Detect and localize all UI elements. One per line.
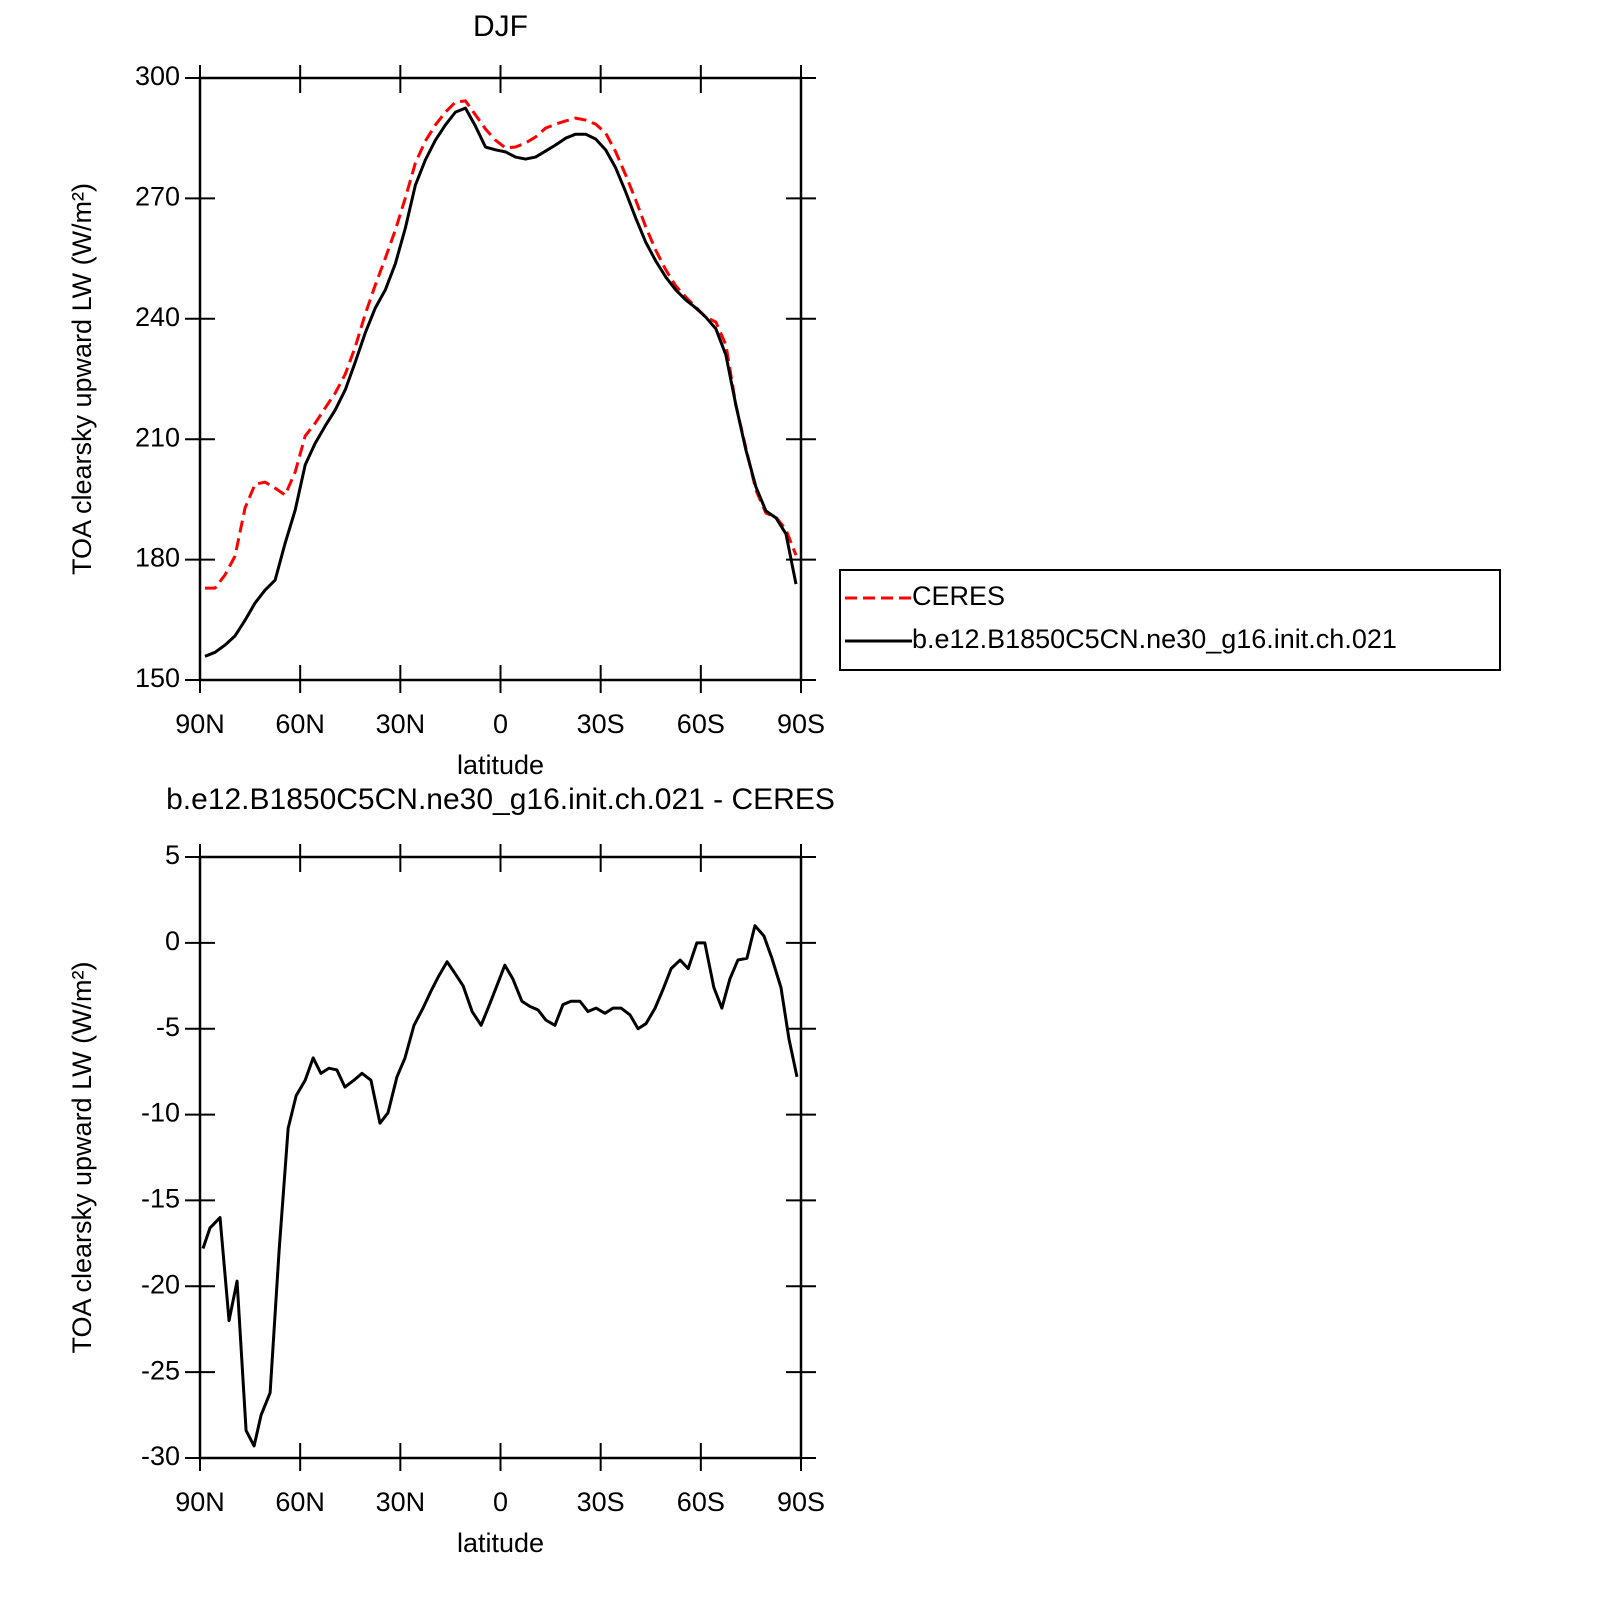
legend-box xyxy=(839,569,1501,671)
data-line xyxy=(204,106,798,658)
x-tick-label: 60S xyxy=(677,1487,725,1517)
data-line xyxy=(201,924,799,1448)
x-tick-label: 0 xyxy=(493,709,508,739)
x-tick-label: 90N xyxy=(175,709,225,739)
legend-label: CERES xyxy=(912,581,1005,611)
x-axis-label: latitude xyxy=(457,1528,544,1558)
y-tick-label: -30 xyxy=(141,1441,180,1471)
x-tick-label: 60N xyxy=(275,709,325,739)
y-axis-label: TOA clearsky upward LW (W/m²) xyxy=(67,961,97,1353)
y-axis-label: TOA clearsky upward LW (W/m²) xyxy=(67,183,97,575)
x-tick-label: 90S xyxy=(777,709,825,739)
y-tick-label: 300 xyxy=(135,61,180,91)
x-tick-label: 60N xyxy=(275,1487,325,1517)
y-tick-label: 180 xyxy=(135,543,180,573)
x-tick-label: 30N xyxy=(376,709,426,739)
y-tick-label: -15 xyxy=(141,1184,180,1214)
legend-label: b.e12.B1850C5CN.ne30_g16.init.ch.021 xyxy=(912,624,1397,654)
x-tick-label: 60S xyxy=(677,709,725,739)
chart-title: DJF xyxy=(473,10,528,43)
y-tick-label: 210 xyxy=(135,422,180,452)
y-tick-label: -10 xyxy=(141,1098,180,1128)
x-tick-label: 30N xyxy=(376,1487,426,1517)
y-tick-label: 240 xyxy=(135,302,180,332)
y-tick-label: 0 xyxy=(165,926,180,956)
x-tick-label: 90S xyxy=(777,1487,825,1517)
plot-frame xyxy=(198,855,803,1460)
chart-title: b.e12.B1850C5CN.ne30_g16.init.ch.021 - C… xyxy=(166,783,835,816)
x-tick-label: 0 xyxy=(493,1487,508,1517)
x-tick-label: 30S xyxy=(577,709,625,739)
y-tick-label: -20 xyxy=(141,1269,180,1299)
x-tick-label: 90N xyxy=(175,1487,225,1517)
x-tick-label: 30S xyxy=(577,1487,625,1517)
y-tick-label: 5 xyxy=(165,840,180,870)
y-tick-label: -25 xyxy=(141,1355,180,1385)
y-tick-label: 150 xyxy=(135,663,180,693)
y-tick-label: -5 xyxy=(156,1012,180,1042)
plot-frame xyxy=(198,76,803,682)
x-axis-label: latitude xyxy=(457,750,544,780)
y-tick-label: 270 xyxy=(135,182,180,212)
